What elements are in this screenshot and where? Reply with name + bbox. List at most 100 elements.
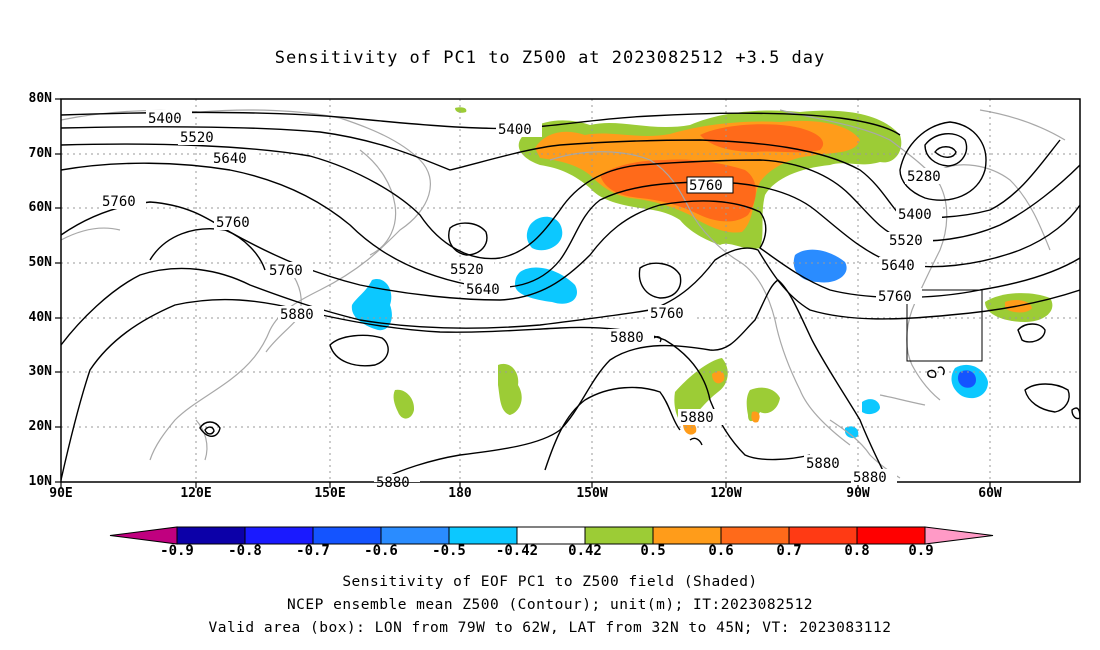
positive-sensitivity-core (751, 411, 760, 423)
colorbar-segment (516, 526, 586, 545)
positive-sensitivity-max (600, 159, 756, 222)
caption-line-3: Valid area (box): LON from 79W to 62W, L… (208, 620, 892, 636)
lat-tick-label: 30N (28, 364, 52, 379)
contour-label: 5880 (804, 455, 850, 472)
svg-text:5400: 5400 (898, 207, 932, 223)
positive-sensitivity-region (393, 389, 415, 419)
contour-label: 5640 (464, 281, 510, 298)
colorbar-segment (312, 526, 382, 545)
contour-label: 5880 (278, 306, 324, 323)
contour-label: 5760 (214, 214, 260, 231)
svg-text:5880: 5880 (853, 470, 887, 486)
positive-sensitivity-core (712, 371, 725, 384)
svg-text:5640: 5640 (466, 282, 500, 298)
lat-tick-label: 20N (28, 419, 52, 434)
caption-line-2: NCEP ensemble mean Z500 (Contour); unit(… (286, 597, 814, 613)
colorbar-label: 0.5 (640, 543, 666, 559)
lat-tick-label: 40N (28, 310, 52, 325)
contour-label: 5520 (887, 232, 933, 249)
contour-label: 5280 (905, 168, 951, 185)
negative-sensitivity-core (957, 370, 976, 388)
positive-sensitivity-region (498, 363, 522, 415)
svg-text:5520: 5520 (180, 130, 214, 146)
svg-text:5760: 5760 (216, 215, 250, 231)
svg-text:5760: 5760 (878, 289, 912, 305)
colorbar-label: -0.9 (160, 543, 194, 559)
contour-label: 5760 (100, 193, 146, 210)
contour-label: 5880 (851, 469, 897, 486)
contour-label: 5640 (211, 150, 257, 167)
svg-text:5400: 5400 (498, 122, 532, 138)
lat-tick-label: 70N (28, 146, 52, 161)
lat-tick-label: 80N (28, 91, 52, 106)
colorbar (109, 526, 994, 545)
colorbar-label: 0.6 (708, 543, 734, 559)
svg-text:5280: 5280 (907, 169, 941, 185)
lat-tick-label: 10N (28, 474, 52, 489)
colorbar-right-arrow (924, 526, 994, 545)
colorbar-segment (584, 526, 654, 545)
contour-label: 5760 (686, 176, 734, 194)
colorbar-label: -0.7 (296, 543, 330, 559)
lon-tick-label: 90W (846, 486, 870, 501)
negative-sensitivity-region (526, 216, 563, 251)
contour-label: 5400 (146, 110, 192, 127)
colorbar-segment (448, 526, 518, 545)
colorbar-label: -0.8 (228, 543, 262, 559)
lon-tick-label: 60W (978, 486, 1002, 501)
svg-text:5760: 5760 (102, 194, 136, 210)
lon-tick-label: 180 (448, 486, 472, 501)
svg-text:5760: 5760 (689, 178, 723, 194)
colorbar-label: 0.42 (568, 543, 602, 559)
lat-tick-label: 50N (28, 255, 52, 270)
contour-label: 5760 (648, 305, 694, 322)
colorbar-segment (856, 526, 926, 545)
svg-text:5400: 5400 (148, 111, 182, 127)
contour-label: 5760 (267, 262, 313, 279)
contour-label: 5400 (496, 121, 542, 138)
contour-label: 5400 (896, 206, 942, 223)
lon-tick-label: 120E (180, 486, 212, 501)
axis-ticks (55, 98, 991, 488)
positive-sensitivity-core (683, 422, 697, 435)
lon-tick-label: 90E (49, 486, 73, 501)
map-frame (60, 98, 1081, 483)
colorbar-segment (788, 526, 858, 545)
svg-text:5880: 5880 (806, 456, 840, 472)
contour-label-layer: 5400 5520 5640 5760 5760 5760 5880 5400 … (100, 110, 951, 491)
svg-text:5520: 5520 (450, 262, 484, 278)
contour-label: 5880 (608, 329, 654, 346)
valid-area-box (906, 289, 983, 362)
lon-tick-label: 150E (314, 486, 346, 501)
svg-text:5880: 5880 (680, 410, 714, 426)
svg-text:5640: 5640 (881, 258, 915, 274)
lon-tick-label: 120W (710, 486, 742, 501)
colorbar-label: -0.42 (495, 543, 539, 559)
positive-sensitivity-region (455, 107, 467, 113)
lat-tick-label: 60N (28, 200, 52, 215)
colorbar-label: -0.5 (432, 543, 466, 559)
positive-sensitivity-max-north (700, 124, 824, 153)
svg-text:5880: 5880 (610, 330, 644, 346)
svg-text:5520: 5520 (889, 233, 923, 249)
colorbar-label: 0.9 (908, 543, 934, 559)
caption-line-1: Sensitivity of EOF PC1 to Z500 field (Sh… (342, 574, 758, 590)
colorbar-segment (176, 526, 246, 545)
contour-label: 5520 (178, 129, 224, 146)
colorbar-segment (380, 526, 450, 545)
svg-text:5760: 5760 (269, 263, 303, 279)
contour-label: 5880 (678, 409, 724, 426)
colorbar-segment (652, 526, 722, 545)
colorbar-label: 0.7 (776, 543, 802, 559)
negative-sensitivity-region (845, 426, 859, 439)
colorbar-label: 0.8 (844, 543, 870, 559)
negative-sensitivity-region (793, 249, 847, 283)
svg-text:5880: 5880 (280, 307, 314, 323)
colorbar-left-arrow (109, 526, 178, 545)
svg-text:5640: 5640 (213, 151, 247, 167)
contour-label: 5760 (876, 288, 922, 305)
plot-title: Sensitivity of PC1 to Z500 at 2023082512… (274, 48, 826, 68)
colorbar-segment (244, 526, 314, 545)
svg-text:5760: 5760 (650, 306, 684, 322)
